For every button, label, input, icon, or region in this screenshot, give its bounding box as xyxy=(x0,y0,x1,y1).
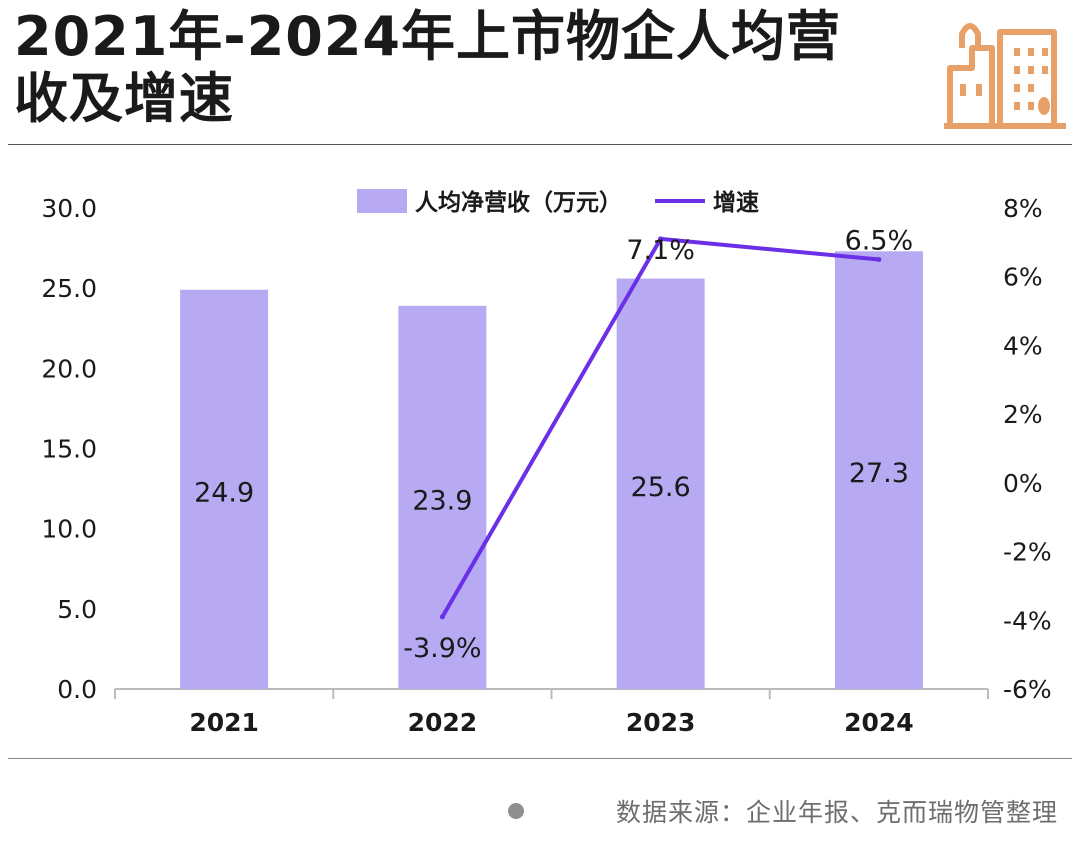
x-tick-label: 2022 xyxy=(408,708,478,737)
growth-rate-label: -3.9% xyxy=(403,633,481,664)
bar-2021 xyxy=(180,289,269,689)
bar-value-label: 27.3 xyxy=(849,458,909,489)
y-right-tick-label: -2% xyxy=(1003,538,1052,567)
x-tick-label: 2024 xyxy=(844,708,914,737)
y-left-tick-label: 5.0 xyxy=(57,595,97,624)
legend-line-label: 增速 xyxy=(713,189,759,216)
bar-2024 xyxy=(834,251,923,690)
legend-bar-label: 人均净营收（万元） xyxy=(415,189,622,216)
chart-title: 2021年-2024年上市物企人均营 收及增速 xyxy=(14,6,914,130)
footer-divider xyxy=(8,758,1072,759)
growth-rate-point-2023 xyxy=(658,236,664,242)
y-right-tick-label: 0% xyxy=(1003,469,1043,498)
source-note: 数据来源：企业年报、克而瑞物管整理 xyxy=(615,798,1058,827)
y-right-tick-label: -6% xyxy=(1003,675,1052,704)
title-divider xyxy=(8,144,1072,145)
y-left-tick-label: 30.0 xyxy=(41,194,97,223)
growth-rate-label: 6.5% xyxy=(845,226,914,257)
x-tick-label: 2023 xyxy=(626,708,696,737)
y-right-tick-label: 6% xyxy=(1003,263,1043,292)
x-tick-label: 2021 xyxy=(189,708,259,737)
bar-value-label: 24.9 xyxy=(194,477,254,508)
legend-bar-swatch xyxy=(357,189,407,213)
chart-canvas: 0.0 5.0 10.0 15.0 20.0 25.0 30.0 -6% -4% -2% 0% 2% 4… xyxy=(41,189,1052,737)
chart-title-line-2: 收及增速 xyxy=(14,67,234,130)
y-right-tick-label: -4% xyxy=(1003,606,1052,635)
y-right-tick-label: 2% xyxy=(1003,400,1043,429)
y-right-tick-label: 4% xyxy=(1003,331,1043,360)
y-left-tick-label: 10.0 xyxy=(41,515,97,544)
chart-title-line-1: 2021年-2024年上市物企人均营 xyxy=(14,5,841,68)
bar-2023 xyxy=(616,278,705,689)
city-buildings-icon xyxy=(942,8,1068,136)
y-left-tick-label: 25.0 xyxy=(41,274,97,303)
y-left-tick-label: 15.0 xyxy=(41,435,97,464)
y-left-tick-label: 0.0 xyxy=(57,675,97,704)
growth-rate-point-2024 xyxy=(876,257,882,263)
bar-2022 xyxy=(398,305,487,689)
growth-rate-label: 7.1% xyxy=(626,235,695,266)
growth-rate-point-2022 xyxy=(439,614,445,620)
bar-value-label: 25.6 xyxy=(631,472,691,503)
y-right-tick-label: 8% xyxy=(1003,194,1043,223)
y-left-tick-label: 20.0 xyxy=(41,354,97,383)
bullet-dot-icon xyxy=(508,803,524,819)
bar-value-label: 23.9 xyxy=(412,485,472,516)
